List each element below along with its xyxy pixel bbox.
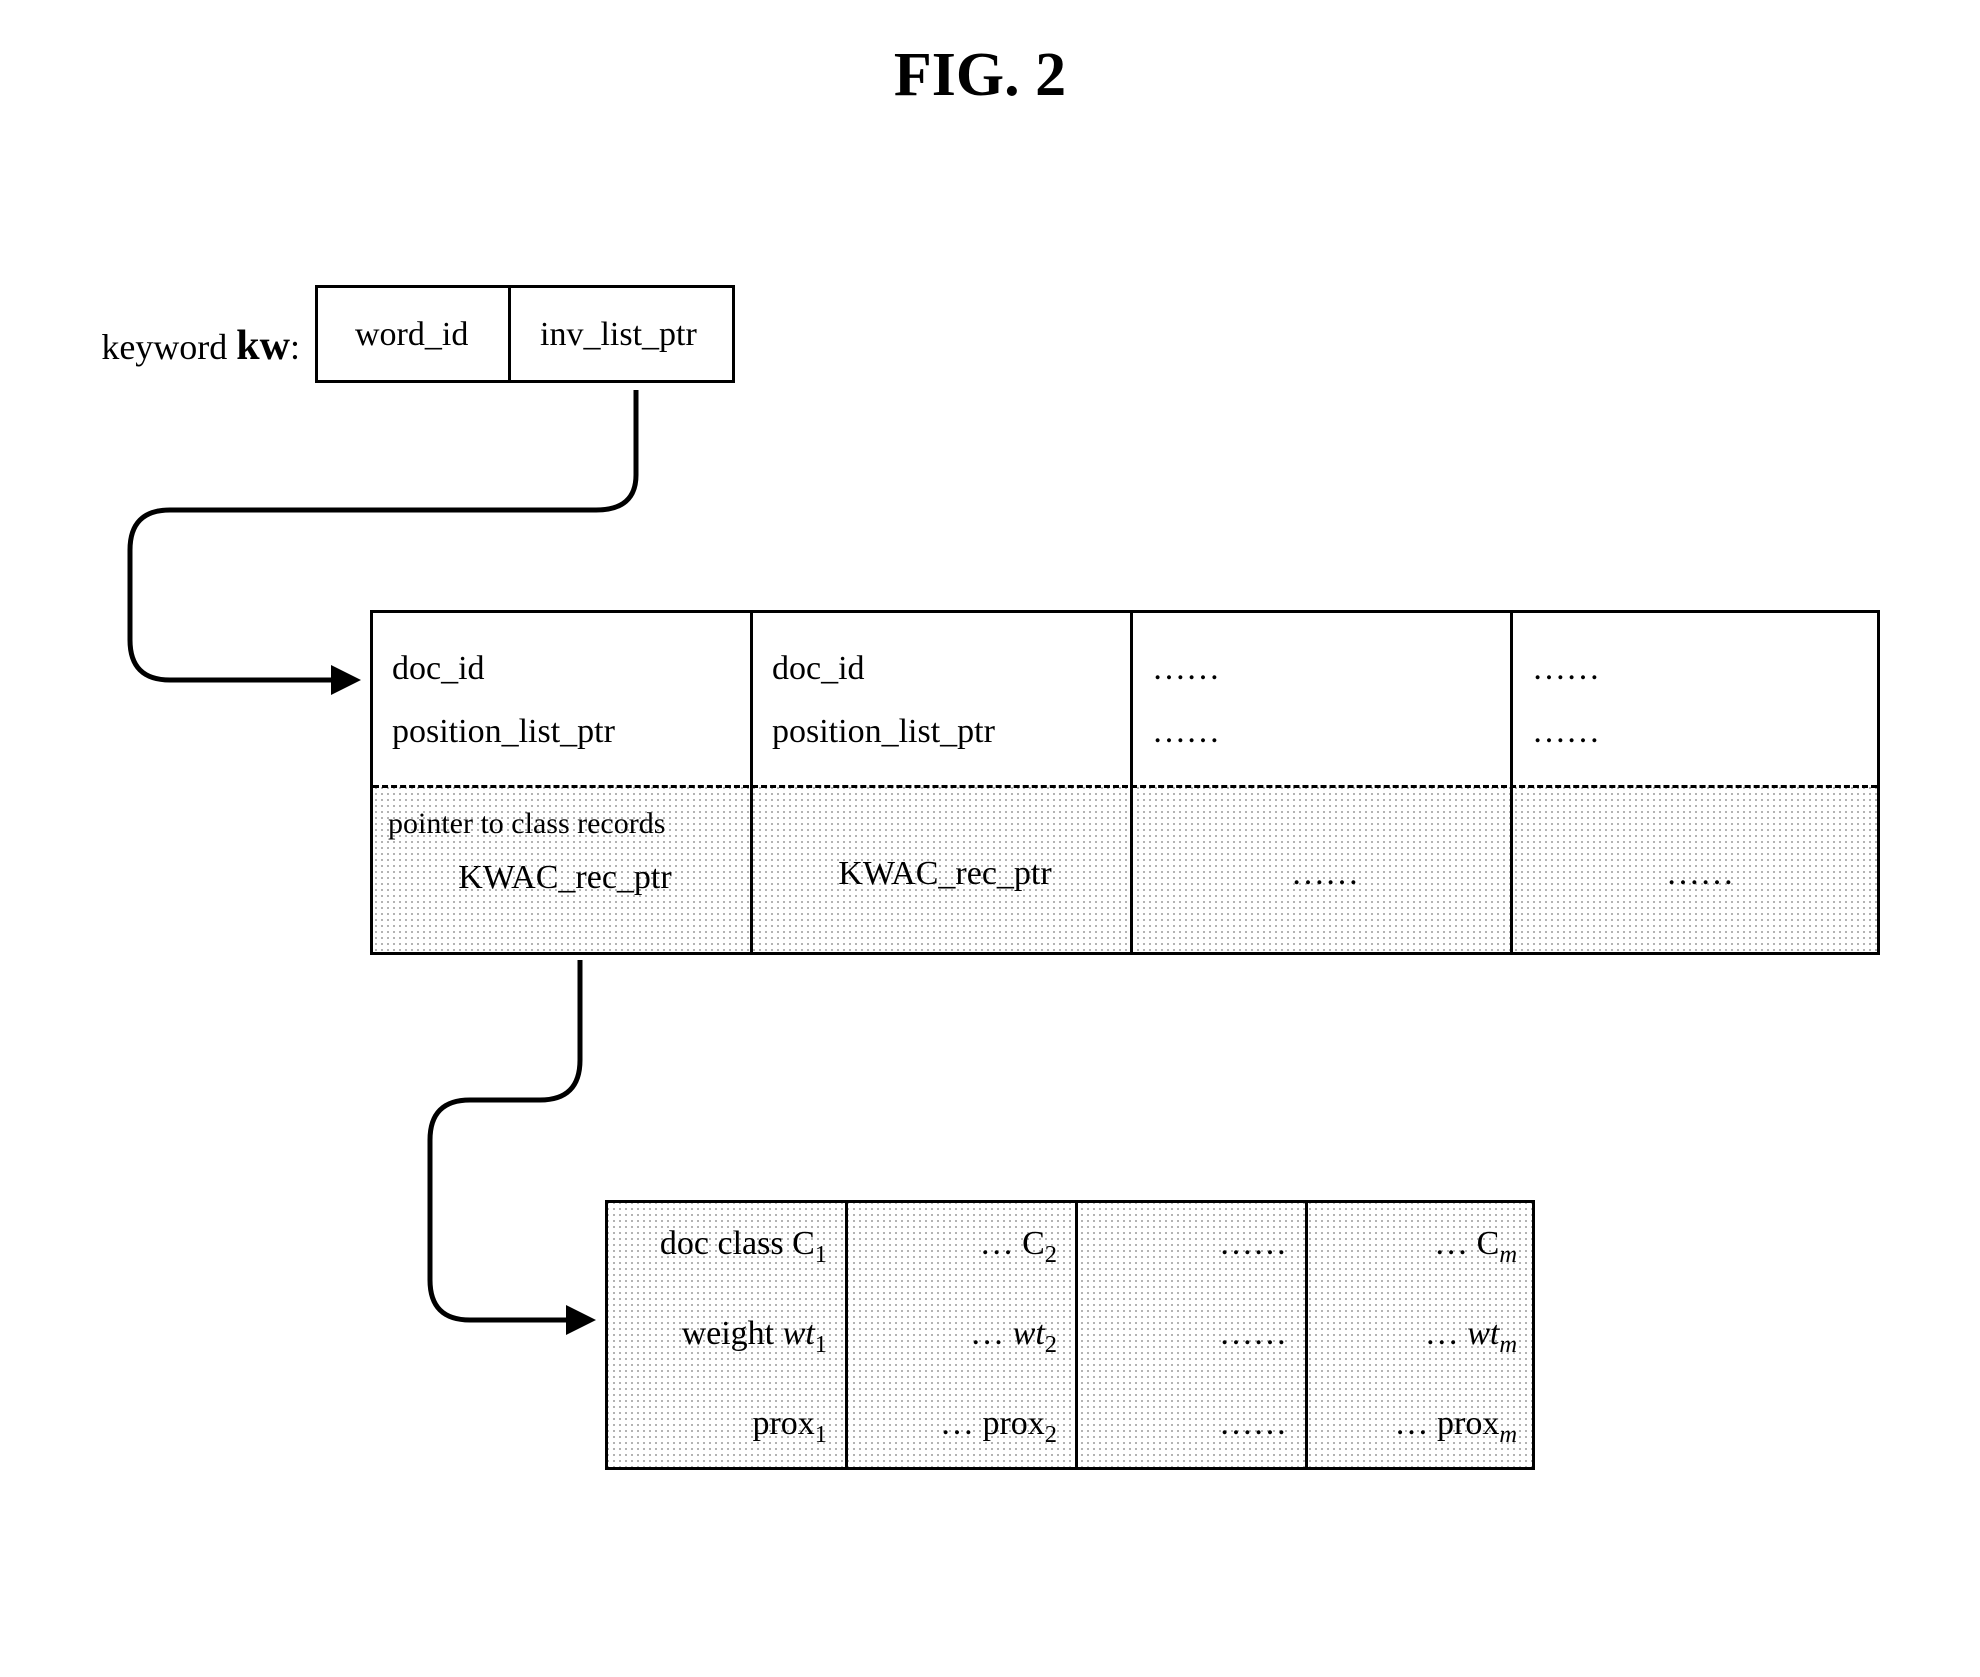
cell-line: KWAC_rec_ptr — [388, 859, 742, 897]
cell-line: …… — [1532, 638, 1872, 701]
inv-list-bottom-cell: …… — [1148, 807, 1502, 893]
class-table-cell: …… — [1085, 1405, 1287, 1443]
figure-canvas: FIG. 2 keyword kw: word_id inv_list_ptr … — [0, 0, 1980, 1677]
cell-line: …… — [1528, 855, 1872, 893]
inv-list-bottom-cell: pointer to class records KWAC_rec_ptr — [388, 807, 742, 897]
inv-list-top-cell: doc_idposition_list_ptr — [392, 638, 742, 764]
class-table-cell: … wt2 — [855, 1315, 1057, 1359]
keyword-label: keyword kw: — [40, 322, 300, 370]
keyword-label-suffix: : — [290, 327, 300, 367]
class-table-cell: weight wt1 — [615, 1315, 827, 1359]
cell-line: …… — [1532, 701, 1872, 764]
class-table-cell: prox1 — [615, 1405, 827, 1449]
inv-list-table: doc_idposition_list_ptrdoc_idposition_li… — [370, 610, 1880, 955]
class-table-cell: …… — [1085, 1225, 1287, 1263]
cell-line: doc_id — [772, 638, 1122, 701]
class-table-col-divider — [845, 1200, 848, 1470]
cell-line: pointer to class records — [388, 807, 742, 841]
inv-list-top-cell: ………… — [1532, 638, 1872, 764]
class-table-cell: … proxm — [1315, 1405, 1517, 1449]
keyword-label-kw: kw — [236, 323, 290, 369]
class-table-cell: …… — [1085, 1315, 1287, 1353]
class-table-cell: … C2 — [855, 1225, 1057, 1269]
keyword-label-prefix: keyword — [101, 327, 236, 367]
inv-list-col-divider — [1510, 610, 1513, 955]
class-table-col-divider — [1305, 1200, 1308, 1470]
cell-line: position_list_ptr — [392, 701, 742, 764]
inv-list-col-divider — [1130, 610, 1133, 955]
inv-list-bottom-cell: …… — [1528, 807, 1872, 893]
cell-line: doc_id — [392, 638, 742, 701]
inv-list-top-cell: ………… — [1152, 638, 1502, 764]
cell-line: …… — [1148, 855, 1502, 893]
inv-list-dashed-divider — [373, 785, 1877, 788]
class-table-cell: … prox2 — [855, 1405, 1057, 1449]
inv-list-top-cell: doc_idposition_list_ptr — [772, 638, 1122, 764]
cell-line: …… — [1152, 638, 1502, 701]
cell-line: …… — [1152, 701, 1502, 764]
class-table-cell: … wtm — [1315, 1315, 1517, 1359]
cell-line: KWAC_rec_ptr — [768, 855, 1122, 893]
class-table-cell: … Cm — [1315, 1225, 1517, 1269]
cell-line: position_list_ptr — [772, 701, 1122, 764]
class-table-cell: doc class C1 — [615, 1225, 827, 1269]
inv-list-col-divider — [750, 610, 753, 955]
class-table-col-divider — [1075, 1200, 1078, 1470]
keyword-box-divider — [508, 288, 511, 380]
class-records-table: doc class C1 … C2 …… … Cm weight wt1 … wt2 …… …… — [605, 1200, 1535, 1470]
cell-word-id: word_id — [355, 316, 468, 354]
figure-title: FIG. 2 — [770, 40, 1190, 111]
inv-list-bottom-cell: KWAC_rec_ptr — [768, 807, 1122, 893]
cell-inv-list-ptr: inv_list_ptr — [540, 316, 697, 354]
arrow-class-records — [430, 960, 590, 1320]
